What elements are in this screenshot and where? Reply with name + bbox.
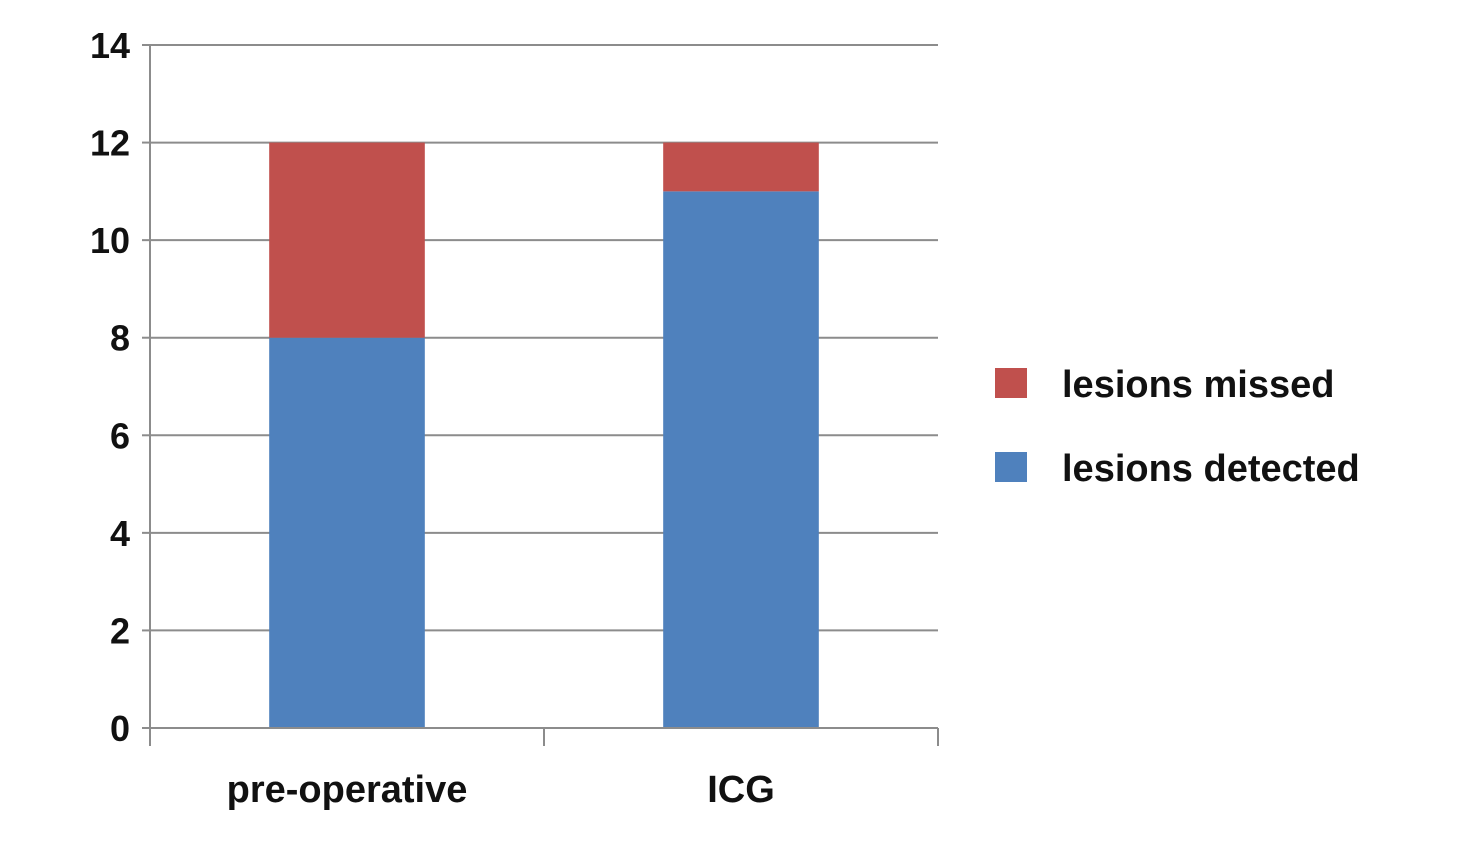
legend: lesions missed lesions detected [995, 364, 1360, 490]
y-tick-label: 2 [110, 610, 130, 651]
y-tick-label: 10 [90, 220, 130, 261]
y-tick-label: 8 [110, 318, 130, 359]
bars [269, 142, 819, 728]
y-tick-label: 12 [90, 123, 130, 164]
gridlines [150, 44, 938, 632]
x-category-label: pre-operative [227, 769, 468, 811]
y-tick-label: 14 [90, 25, 130, 66]
y-tick-label: 4 [110, 513, 130, 554]
y-tick-labels: 0 2 4 6 8 10 12 14 [90, 25, 130, 749]
legend-label-lesions-missed: lesions missed [1062, 364, 1334, 406]
bar-lesions-detected-icg [663, 191, 819, 728]
bar-lesions-missed-pre-operative [269, 142, 425, 338]
legend-swatch-lesions-detected [995, 452, 1027, 482]
y-tick-label: 0 [110, 708, 130, 749]
bar-lesions-missed-icg [663, 142, 819, 192]
y-tick-label: 6 [110, 415, 130, 456]
x-category-label: ICG [707, 769, 775, 811]
bar-lesions-detected-pre-operative [269, 337, 425, 728]
legend-swatch-lesions-missed [995, 368, 1027, 398]
axes [142, 44, 939, 746]
legend-label-lesions-detected: lesions detected [1062, 448, 1360, 490]
x-tick-labels: pre-operative ICG [227, 769, 775, 811]
